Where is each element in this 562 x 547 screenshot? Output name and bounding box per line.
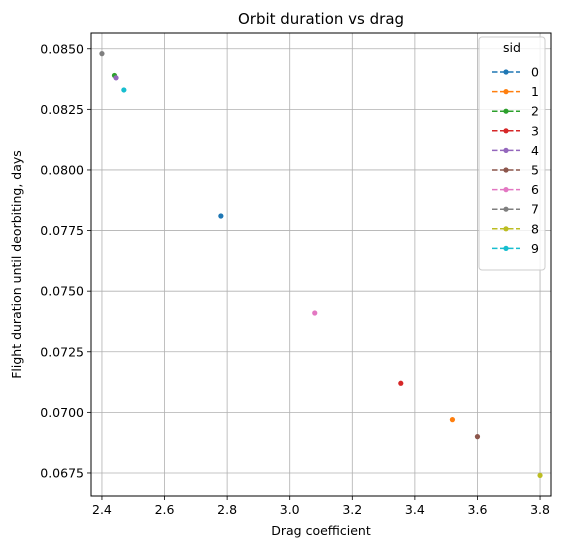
legend-label: 0 — [531, 65, 539, 80]
legend-marker — [503, 226, 509, 232]
legend-item-sid-0: 0 — [492, 65, 539, 80]
legend-item-sid-3: 3 — [492, 123, 539, 138]
legend-label: 1 — [531, 84, 539, 99]
x-axis-title: Drag coefficient — [271, 523, 371, 538]
legend-label: 3 — [531, 123, 539, 138]
plot-area-frame — [90, 32, 552, 497]
data-point-sid-3 — [398, 380, 404, 386]
y-tick-label: 0.0700 — [40, 405, 84, 420]
y-tick-label: 0.0750 — [40, 284, 84, 299]
legend-item-sid-7: 7 — [492, 202, 539, 217]
data-point-sid-6 — [312, 310, 318, 316]
legend-item-sid-1: 1 — [492, 84, 539, 99]
x-tick-label: 3.0 — [280, 502, 300, 517]
chart-title: Orbit duration vs drag — [238, 10, 404, 28]
x-tick-label: 2.6 — [155, 502, 175, 517]
y-tick-label: 0.0675 — [40, 465, 84, 480]
legend-label: 5 — [531, 163, 539, 178]
data-point-sid-7 — [99, 51, 105, 57]
y-tick-label: 0.0725 — [40, 344, 84, 359]
x-tick-label: 3.8 — [530, 502, 550, 517]
x-tick-label: 2.8 — [217, 502, 237, 517]
legend-label: 8 — [531, 221, 539, 236]
legend-item-sid-9: 9 — [492, 241, 539, 256]
x-tick-label: 3.4 — [405, 502, 425, 517]
legend-label: 6 — [531, 182, 539, 197]
legend-marker — [503, 128, 509, 134]
legend: sid 0 1 2 3 4 5 6 7 8 9 — [478, 36, 546, 271]
legend-marker — [503, 167, 509, 173]
data-point-sid-4 — [113, 75, 119, 81]
y-tick-label: 0.0825 — [40, 102, 84, 117]
legend-label: 2 — [531, 104, 539, 119]
data-points — [99, 51, 543, 478]
legend-marker — [503, 245, 509, 251]
legend-item-sid-4: 4 — [492, 143, 539, 158]
legend-item-sid-5: 5 — [492, 163, 539, 178]
x-tick-label: 3.6 — [468, 502, 488, 517]
legend-marker — [503, 108, 509, 114]
data-point-sid-1 — [449, 417, 456, 423]
data-point-sid-0 — [218, 213, 224, 219]
y-tick-label: 0.0850 — [40, 41, 84, 56]
data-point-sid-9 — [121, 87, 127, 93]
legend-box — [478, 36, 546, 271]
legend-marker — [503, 89, 509, 95]
legend-marker — [503, 187, 509, 193]
y-axis-title: Flight duration until deorbiting, days — [9, 150, 24, 379]
data-point-sid-8 — [537, 472, 543, 478]
data-point-sid-5 — [474, 434, 481, 440]
legend-label: 9 — [531, 241, 539, 256]
legend-label: 7 — [531, 202, 539, 217]
legend-label: 4 — [531, 143, 539, 158]
y-tick-label: 0.0800 — [40, 162, 84, 177]
legend-item-sid-6: 6 — [492, 182, 539, 197]
legend-item-sid-8: 8 — [492, 221, 539, 236]
axis-ticks: 2.4 2.6 2.8 3.0 3.2 3.4 3.6 3.8 0.0675 0.0700 0.07… — [40, 41, 550, 517]
legend-title: sid — [503, 40, 521, 55]
x-tick-label: 3.2 — [342, 502, 362, 517]
x-tick-label: 2.4 — [92, 502, 112, 517]
legend-marker — [503, 206, 509, 212]
legend-marker — [503, 147, 509, 153]
y-tick-label: 0.0775 — [40, 223, 84, 238]
legend-marker — [503, 69, 509, 75]
legend-item-sid-2: 2 — [492, 104, 539, 119]
